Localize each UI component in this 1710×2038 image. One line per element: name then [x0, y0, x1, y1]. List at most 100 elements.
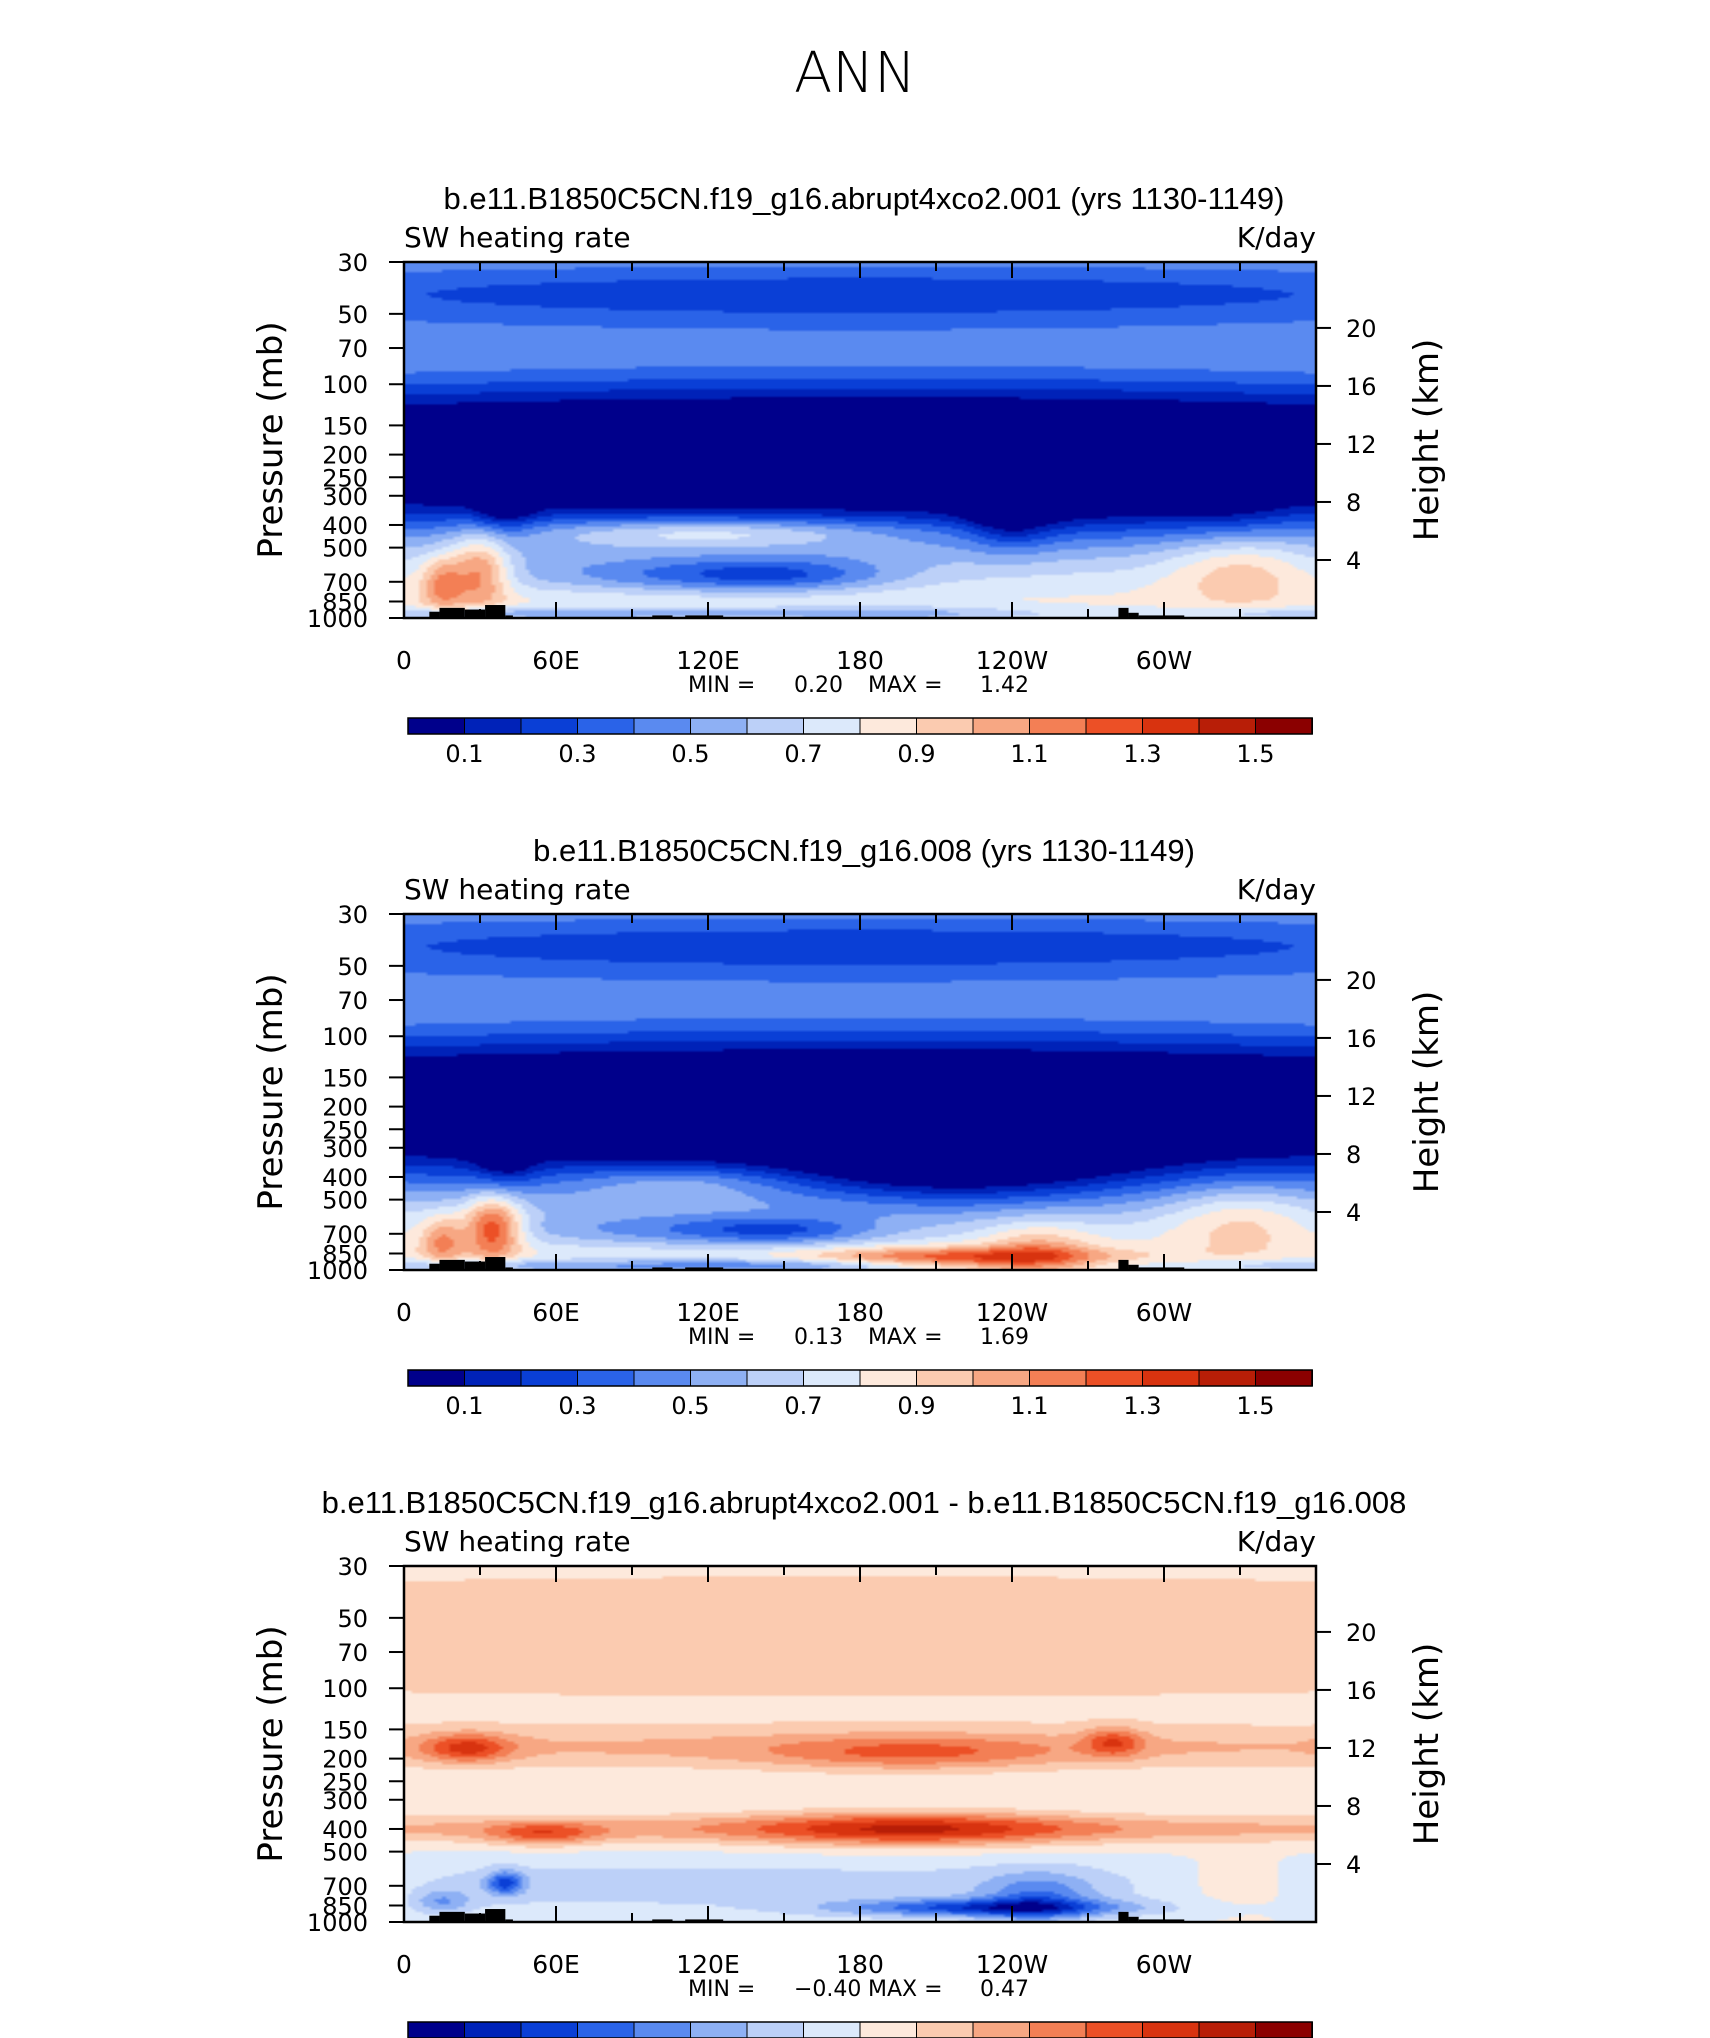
y-tick-label: 100	[322, 1675, 368, 1703]
topography-block	[485, 1909, 506, 1922]
colorbar-swatch	[972, 2021, 1031, 2038]
colorbar-swatch	[520, 2021, 579, 2038]
topography-block	[505, 1919, 513, 1922]
right-label: K/day	[1237, 221, 1316, 254]
colorbar-label: 0.5	[671, 740, 709, 768]
height-tick-label: 12	[1346, 431, 1377, 459]
colorbar-label: 0.3	[558, 1392, 596, 1420]
y-tick-label: 400	[322, 1816, 368, 1844]
y-tick-label: 850	[322, 1241, 368, 1269]
y-tick-label: 30	[337, 1553, 368, 1581]
right-label: K/day	[1237, 1525, 1316, 1558]
colorbar-swatch	[464, 717, 522, 735]
y-tick-label: 500	[322, 535, 368, 563]
colorbar-label: 1.1	[1010, 740, 1048, 768]
y-tick-label: 150	[322, 1064, 368, 1092]
topography-block	[1138, 615, 1185, 618]
colorbar-swatch	[1198, 717, 1257, 735]
x-tick-label: 60W	[1136, 1950, 1193, 1979]
topography-block	[1128, 1264, 1139, 1270]
right-label: K/day	[1237, 873, 1316, 906]
topography-block	[485, 605, 506, 618]
y-tick-label: 30	[337, 249, 368, 277]
colorbar-swatch	[1029, 1369, 1087, 1387]
topography-block	[464, 1261, 486, 1270]
x-tick-label: 60E	[532, 1298, 580, 1327]
colorbar-label: 0.7	[784, 740, 822, 768]
colorbar: −0.3−0.2−0.100.10.20.3	[407, 2021, 1313, 2038]
colorbar-swatch	[1029, 2021, 1087, 2038]
colorbar-swatch	[1255, 1369, 1313, 1387]
y-tick-label: 200	[322, 1746, 368, 1774]
colorbar-swatch	[746, 2021, 805, 2038]
colorbar-swatch	[1142, 2021, 1200, 2038]
min-value: 0.20	[794, 673, 843, 698]
colorbar-swatch	[1142, 717, 1200, 735]
y-tick-label: 700	[322, 1873, 368, 1901]
x-tick-label: 0	[396, 1950, 412, 1979]
topography-block	[464, 1913, 486, 1922]
colorbar-label: 1.3	[1123, 1392, 1161, 1420]
colorbar-swatch	[407, 1369, 466, 1387]
y-axis-label: Pressure (mb)	[251, 321, 291, 558]
height-tick-label: 4	[1346, 1851, 1361, 1879]
height-tick-label: 12	[1346, 1083, 1377, 1111]
y-axis-label-right: Height (km)	[1407, 1643, 1447, 1846]
colorbar-swatch	[407, 2021, 466, 2038]
colorbar-swatch	[577, 2021, 635, 2038]
colorbar-swatch	[1142, 1369, 1200, 1387]
panel-title: b.e11.B1850C5CN.f19_g16.008 (yrs 1130-11…	[533, 833, 1195, 868]
topography-block	[1138, 1919, 1185, 1922]
colorbar-swatch	[746, 717, 805, 735]
x-tick-label: 60E	[532, 1950, 580, 1979]
y-tick-label: 250	[322, 1768, 368, 1796]
x-tick-label: 180	[836, 1298, 884, 1327]
left-label: SW heating rate	[404, 873, 631, 906]
y-tick-label: 200	[322, 442, 368, 470]
colorbar-swatch	[859, 2021, 918, 2038]
colorbar: 0.1 0.3 0.5 0.7 0.9 1.1 1.3 1.5	[407, 1369, 1313, 1420]
colorbar-swatch	[577, 1369, 635, 1387]
topography-block	[429, 1263, 440, 1270]
colorbar-swatch	[916, 1369, 974, 1387]
y-tick-label: 100	[322, 1023, 368, 1051]
contour-field	[404, 1566, 1316, 1922]
max-value: 1.69	[980, 1325, 1029, 1350]
y-tick-label: 700	[322, 569, 368, 597]
colorbar-swatch	[916, 2021, 974, 2038]
figure-title: ANN	[794, 41, 916, 106]
topography-block	[485, 1257, 506, 1270]
max-value: 1.42	[980, 673, 1029, 698]
y-tick-label: 30	[337, 901, 368, 929]
colorbar-swatch	[464, 2021, 522, 2038]
min-label: MIN =	[688, 1977, 755, 2002]
y-axis-label: Pressure (mb)	[251, 1625, 291, 1862]
y-tick-label: 150	[322, 412, 368, 440]
colorbar-swatch	[916, 717, 974, 735]
height-tick-label: 16	[1346, 1677, 1377, 1705]
colorbar-swatch	[1255, 717, 1313, 735]
colorbar-swatch	[407, 717, 466, 735]
colorbar-frame	[407, 1369, 1313, 1387]
topography-block	[685, 1267, 724, 1270]
max-label: MAX =	[868, 1325, 943, 1350]
y-tick-label: 1000	[307, 1909, 368, 1937]
colorbar-swatch	[972, 1369, 1031, 1387]
topography-block	[1118, 1911, 1129, 1922]
x-tick-label: 60W	[1136, 1298, 1193, 1327]
chart-panel-1: b.e11.B1850C5CN.f19_g16.abrupt4xco2.001 …	[251, 181, 1447, 768]
left-label: SW heating rate	[404, 1525, 631, 1558]
x-tick-label: 0	[396, 1298, 412, 1327]
colorbar-swatch	[1198, 1369, 1257, 1387]
y-tick-label: 300	[322, 1135, 368, 1163]
colorbar-swatch	[464, 1369, 522, 1387]
colorbar-swatch	[859, 717, 918, 735]
height-tick-label: 8	[1346, 1141, 1361, 1169]
chart-panel-2: b.e11.B1850C5CN.f19_g16.008 (yrs 1130-11…	[251, 833, 1447, 1420]
topography-block	[429, 611, 440, 618]
y-tick-label: 400	[322, 1164, 368, 1192]
height-tick-label: 16	[1346, 1025, 1377, 1053]
colorbar-swatch	[1085, 2021, 1144, 2038]
height-tick-label: 20	[1346, 967, 1377, 995]
